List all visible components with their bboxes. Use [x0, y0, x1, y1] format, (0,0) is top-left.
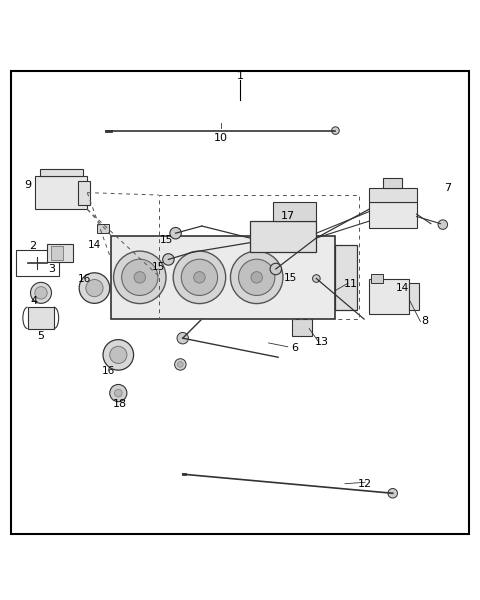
Bar — [78, 181, 90, 205]
Text: 1: 1 — [237, 71, 243, 81]
Bar — [111, 236, 336, 319]
Bar — [369, 188, 417, 202]
Text: 7: 7 — [444, 183, 451, 193]
Bar — [371, 274, 383, 283]
Circle shape — [230, 251, 283, 304]
Circle shape — [270, 263, 281, 275]
Bar — [16, 250, 59, 276]
Circle shape — [181, 259, 217, 295]
Bar — [51, 246, 63, 260]
Bar — [28, 307, 54, 329]
Text: 15: 15 — [284, 272, 297, 283]
Circle shape — [194, 272, 205, 283]
Circle shape — [110, 346, 127, 364]
Text: 13: 13 — [315, 337, 329, 347]
Circle shape — [178, 362, 183, 367]
Circle shape — [134, 272, 145, 283]
Bar — [336, 245, 357, 310]
Text: 10: 10 — [214, 133, 228, 143]
Text: 5: 5 — [37, 331, 44, 341]
Bar — [97, 224, 109, 233]
Circle shape — [173, 251, 226, 304]
Bar — [369, 278, 409, 314]
Circle shape — [35, 287, 47, 299]
Text: 15: 15 — [159, 235, 173, 245]
Text: 16: 16 — [102, 365, 115, 376]
Circle shape — [177, 332, 189, 344]
Circle shape — [79, 273, 110, 304]
Text: 3: 3 — [48, 264, 55, 274]
Circle shape — [170, 227, 181, 239]
Circle shape — [175, 359, 186, 370]
Text: 11: 11 — [344, 279, 358, 289]
Circle shape — [332, 127, 339, 134]
Text: 4: 4 — [30, 296, 37, 306]
Text: 14: 14 — [88, 239, 101, 250]
Circle shape — [239, 259, 275, 295]
Circle shape — [163, 254, 174, 265]
Text: 17: 17 — [281, 211, 295, 221]
Text: 16: 16 — [78, 274, 92, 284]
Bar — [383, 178, 402, 188]
Text: 9: 9 — [24, 181, 31, 190]
Circle shape — [31, 283, 51, 304]
Text: 12: 12 — [358, 479, 372, 489]
Circle shape — [110, 385, 127, 401]
Circle shape — [251, 272, 263, 283]
Circle shape — [86, 280, 103, 296]
Text: 8: 8 — [421, 316, 428, 326]
Bar — [274, 202, 316, 221]
Bar — [39, 169, 83, 176]
Text: 2: 2 — [29, 241, 36, 251]
Bar — [250, 221, 316, 252]
Bar — [292, 319, 312, 336]
Circle shape — [114, 251, 166, 304]
Text: 14: 14 — [396, 283, 409, 293]
Bar — [409, 283, 419, 310]
Text: 6: 6 — [291, 343, 299, 353]
Circle shape — [115, 389, 122, 397]
Circle shape — [388, 488, 397, 498]
Bar — [47, 244, 73, 262]
Bar — [35, 176, 87, 209]
Text: 15: 15 — [152, 262, 166, 272]
Circle shape — [312, 275, 320, 283]
Text: 18: 18 — [113, 398, 127, 409]
Bar — [369, 202, 417, 229]
Circle shape — [103, 340, 133, 370]
Circle shape — [438, 220, 447, 229]
Circle shape — [121, 259, 158, 295]
